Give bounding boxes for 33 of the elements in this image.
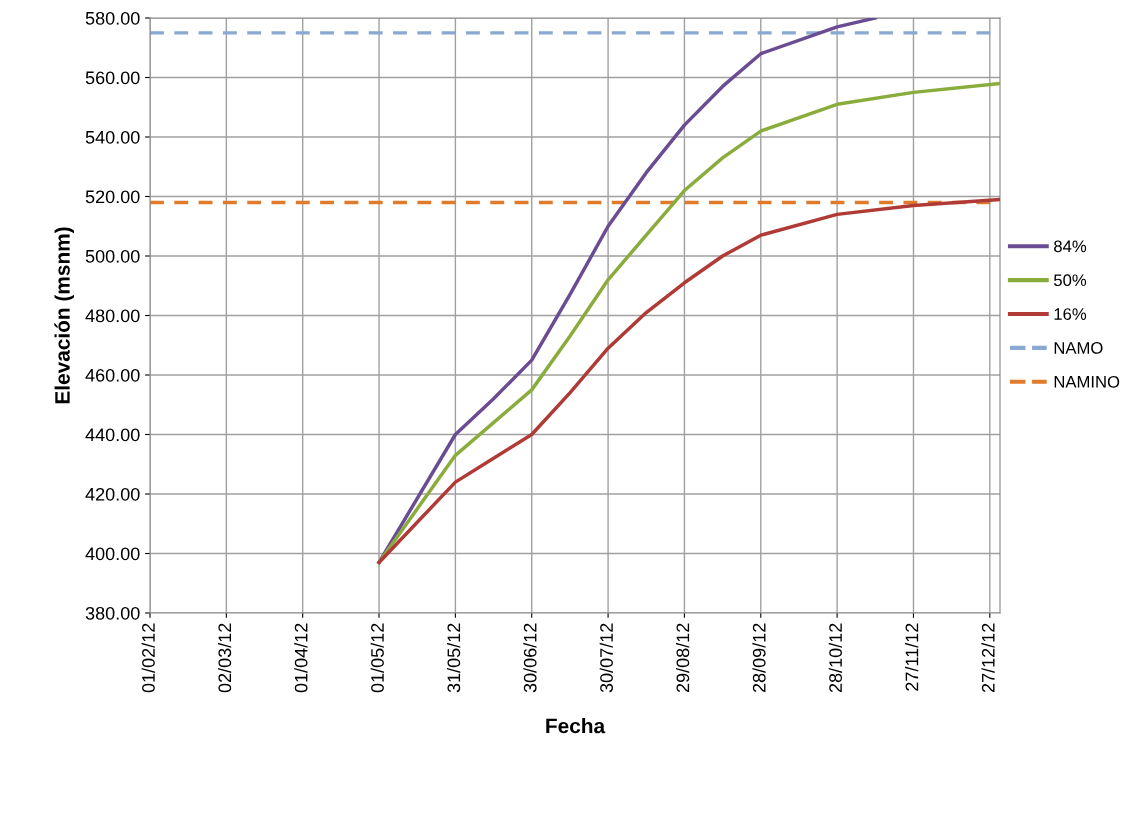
legend-label: NAMO <box>1054 342 1103 354</box>
line-series <box>377 197 1000 565</box>
y-tick-label: 540.00 <box>85 130 140 144</box>
x-tick-label: 27/12/12 <box>981 623 995 693</box>
y-tick-label: 380.00 <box>85 606 140 620</box>
legend-label: 50% <box>1054 274 1087 287</box>
x-tick-label: 27/11/12 <box>905 623 919 691</box>
x-tick-label: 28/10/12 <box>828 623 842 693</box>
y-tick-label: 580.00 <box>85 11 140 25</box>
x-axis-title: Fecha <box>546 718 606 734</box>
y-tick-label: 520.00 <box>85 190 140 204</box>
x-tick-label: 31/05/12 <box>446 623 461 693</box>
x-tick-label: 02/03/12 <box>217 623 232 693</box>
y-tick-label: 420.00 <box>85 487 140 501</box>
y-tick-label: 560.00 <box>85 71 140 85</box>
x-tick-label: 30/06/12 <box>523 623 537 693</box>
y-axis-title: Elevación (msnm) <box>54 227 74 404</box>
line-series <box>377 18 878 565</box>
x-tick-label: 30/07/12 <box>599 623 613 693</box>
x-tick-label: 28/09/12 <box>752 623 766 693</box>
y-tick-label: 500.00 <box>85 249 140 263</box>
x-tick-label: 01/04/12 <box>294 623 308 693</box>
y-tick-label: 440.00 <box>85 428 140 442</box>
x-tick-label: 29/08/12 <box>676 623 690 693</box>
y-tick-label: 400.00 <box>85 547 140 561</box>
x-tick-label: 01/02/12 <box>141 623 155 693</box>
y-tick-label: 480.00 <box>85 309 140 323</box>
legend-label: 16% <box>1054 308 1087 320</box>
line-series <box>377 81 1000 565</box>
legend-label: NAMINO <box>1054 375 1120 388</box>
x-tick-label: 01/05/12 <box>370 623 384 693</box>
y-tick-label: 460.00 <box>85 368 140 382</box>
legend-label: 84% <box>1054 240 1087 253</box>
